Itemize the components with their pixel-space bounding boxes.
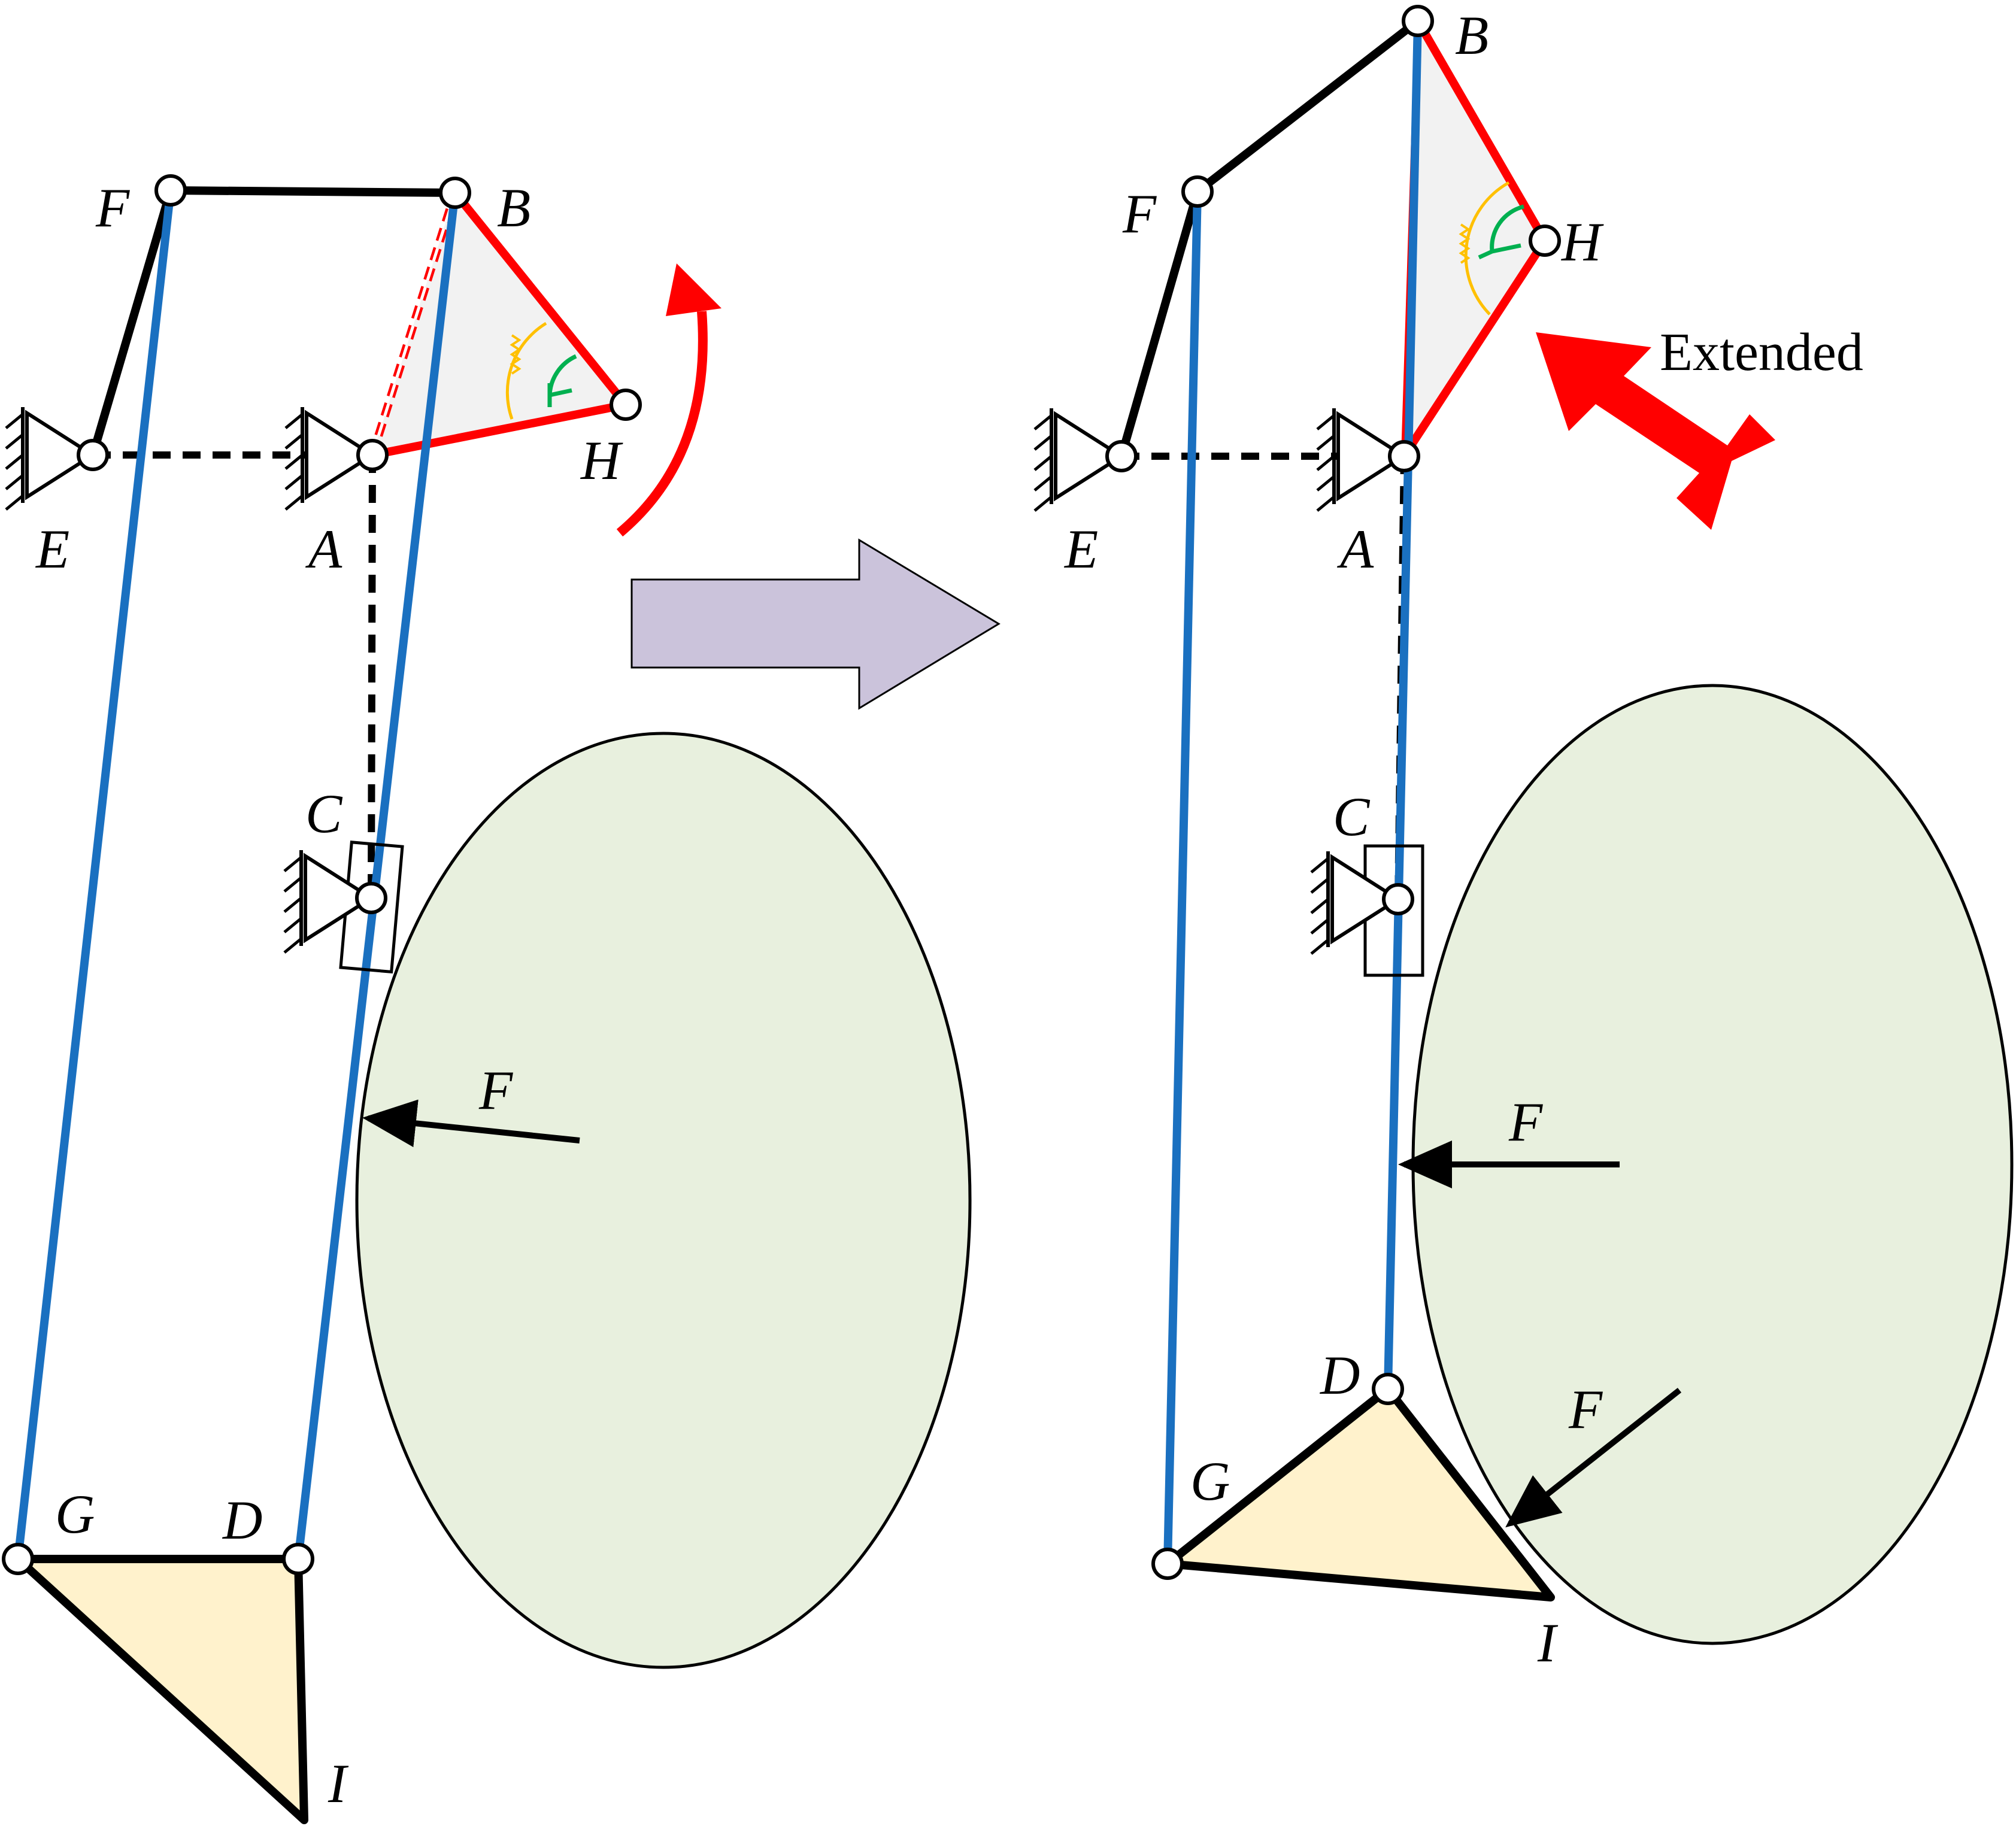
- right-label-force-upper: F: [1508, 1091, 1543, 1152]
- right-joint-c: [1382, 883, 1414, 915]
- left-label-a: A: [305, 518, 342, 580]
- left-angle-damper-icon: [547, 354, 577, 407]
- right-extended-label: Extended: [1660, 323, 1863, 382]
- right-label-c: C: [1333, 786, 1371, 847]
- left-joint-f: [154, 174, 187, 207]
- left-state: F B H E A C F G D I: [2, 174, 972, 1824]
- right-foot-triangle: [1163, 1385, 1555, 1601]
- right-force-arrow-lower: [1505, 1388, 1682, 1528]
- left-link-a-h: [371, 401, 627, 459]
- right-label-e: E: [1063, 518, 1098, 580]
- right-joint-a: [1388, 440, 1420, 472]
- right-angle-damper-icon: [1478, 204, 1524, 260]
- left-spring-icon: [505, 321, 547, 420]
- left-joint-a: [356, 439, 389, 471]
- left-foot-triangle: [14, 1555, 308, 1824]
- left-object-ellipse: [355, 732, 972, 1669]
- left-label-h: H: [580, 430, 623, 491]
- left-link-g-f: [14, 190, 175, 1560]
- right-label-f: F: [1122, 183, 1157, 244]
- left-label-f: F: [95, 177, 130, 238]
- left-link-d-b: [294, 192, 459, 1560]
- left-ground-support-e: [6, 407, 96, 509]
- left-label-c: C: [305, 783, 343, 844]
- left-label-b: B: [497, 177, 530, 238]
- right-ground-support-c: [1311, 851, 1402, 954]
- left-ground-support-c: [284, 850, 375, 953]
- right-label-a: A: [1336, 518, 1374, 580]
- right-label-h: H: [1561, 211, 1604, 272]
- right-spring-icon: [1459, 181, 1510, 316]
- left-joint-g: [2, 1543, 34, 1575]
- right-label-force-lower: F: [1568, 1379, 1603, 1440]
- left-link-e-f: [89, 189, 175, 456]
- right-label-b: B: [1455, 5, 1488, 66]
- right-link-f-b: [1195, 17, 1421, 195]
- left-joint-e: [77, 439, 109, 471]
- left-ground-link-a-c: [368, 454, 376, 899]
- right-actuator-triangle: [1404, 21, 1545, 456]
- right-extended-arrow: [1536, 332, 1775, 530]
- right-link-g-f: [1163, 191, 1202, 1564]
- transition-arrow: [630, 538, 1001, 710]
- right-link-b-h: [1414, 19, 1549, 243]
- left-joint-h: [610, 389, 642, 421]
- left-force-arrow: [362, 1099, 580, 1148]
- right-link-e-f: [1117, 190, 1202, 457]
- left-label-d: D: [222, 1490, 262, 1551]
- left-label-force: F: [478, 1060, 513, 1121]
- right-label-d: D: [1319, 1345, 1360, 1406]
- right-joint-f: [1181, 175, 1214, 208]
- right-label-g: G: [1190, 1451, 1230, 1512]
- right-joint-b: [1402, 5, 1434, 37]
- left-joint-c: [355, 882, 387, 914]
- left-ground-support-a: [286, 407, 376, 509]
- right-label-i: I: [1537, 1612, 1559, 1673]
- right-joint-g: [1151, 1548, 1184, 1580]
- left-rotation-arrow: [616, 311, 708, 537]
- right-ground-support-a: [1317, 408, 1408, 511]
- left-link-a-b-dashed-white: [371, 192, 457, 456]
- right-joint-e: [1105, 440, 1138, 472]
- right-joint-d: [1372, 1373, 1404, 1405]
- left-label-i: I: [328, 1753, 349, 1814]
- left-link-f-b: [170, 186, 456, 197]
- left-joint-d: [282, 1543, 314, 1575]
- left-rotation-arrowhead: [666, 263, 721, 316]
- left-label-e: E: [35, 518, 69, 580]
- right-link-h-a: [1400, 238, 1548, 459]
- right-link-d-b: [1384, 20, 1422, 1390]
- left-link-b-h: [451, 190, 629, 408]
- right-state: B F H Extended E A C F D F G I: [1035, 5, 2014, 1673]
- right-joint-h: [1529, 225, 1561, 257]
- left-label-g: G: [55, 1484, 95, 1545]
- right-ground-support-e: [1035, 408, 1125, 511]
- left-joint-b: [439, 177, 471, 209]
